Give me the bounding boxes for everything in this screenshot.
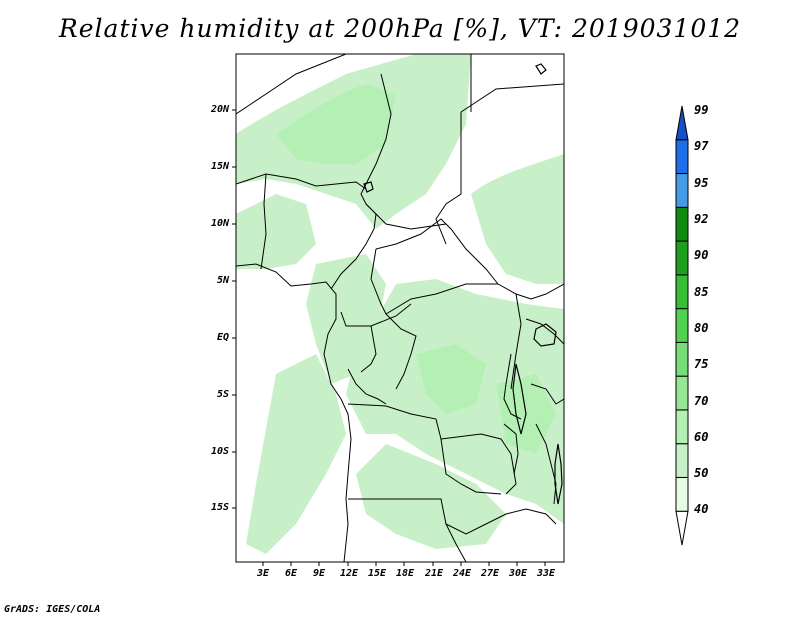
shade-angola [356,444,506,549]
colorbar-box [675,206,689,242]
lake-turkana [535,63,547,75]
lon-tick-label: 6E [284,568,298,579]
colorbar-box [675,476,689,512]
colorbar-label: 92 [694,212,709,226]
colorbar-box [675,139,689,175]
colorbar-label: 95 [694,176,709,190]
lon-tick-label: 27E [480,568,500,579]
colorbar-box [675,341,689,377]
lat-tick-label: 5S [216,389,229,400]
colorbar [675,105,689,546]
colorbar-label: 60 [694,430,709,444]
colorbar-box [675,274,689,310]
shade-atlantic-south [246,354,346,554]
colorbar-box [675,409,689,445]
lon-tick-label: 33E [536,568,556,579]
lat-tick-label: 5N [216,275,229,286]
colorbar-label: 97 [694,139,709,153]
shade-west-coast [236,194,316,269]
colorbar-box [675,443,689,478]
shade-east-sahel [471,154,564,284]
colorbar-label: 99 [694,103,709,117]
humidity-map [236,54,564,562]
lon-tick-label: 12E [339,568,359,579]
lat-tick-label: 15N [210,161,229,172]
borders [236,54,564,562]
colorbar-label: 80 [694,321,709,335]
lon-tick-label: 3E [256,568,270,579]
colorbar-label: 85 [694,285,709,299]
lat-tick-label: 10S [210,446,229,457]
lat-tick-label: EQ [216,332,229,343]
colorbar-box [675,308,689,343]
lake-victoria [533,323,557,347]
lon-tick-label: 21E [424,568,444,579]
lake-malawi [554,443,563,505]
colorbar-label: 50 [694,466,709,480]
colorbar-box [675,375,689,411]
coastline-west [236,263,352,562]
grads-credit: GrADS: IGES/COLA [4,604,101,615]
lon-tick-label: 9E [312,568,326,579]
lon-tick-label: 18E [395,568,415,579]
colorbar-label: 75 [694,357,709,371]
colorbar-label: 40 [694,502,709,516]
lake-chad [363,181,374,193]
colorbar-label: 70 [694,394,709,408]
lat-tick-label: 10N [210,218,229,229]
map-frame [235,53,565,563]
colorbar-box [675,240,689,276]
lake-tanganyika [512,363,527,435]
colorbar-box [675,173,689,208]
lat-tick-label: 15S [210,502,229,513]
lakes [363,63,563,505]
colorbar-label: 90 [694,248,709,262]
chart-title: Relative humidity at 200hPa [%], VT: 201… [58,14,742,43]
lat-tick-label: 20N [210,104,229,115]
colorbar-box [675,510,689,546]
lon-tick-label: 30E [508,568,528,579]
lon-tick-label: 24E [452,568,472,579]
colorbar-box [675,105,689,141]
lon-tick-label: 15E [367,568,387,579]
shade-gulf [306,254,386,384]
